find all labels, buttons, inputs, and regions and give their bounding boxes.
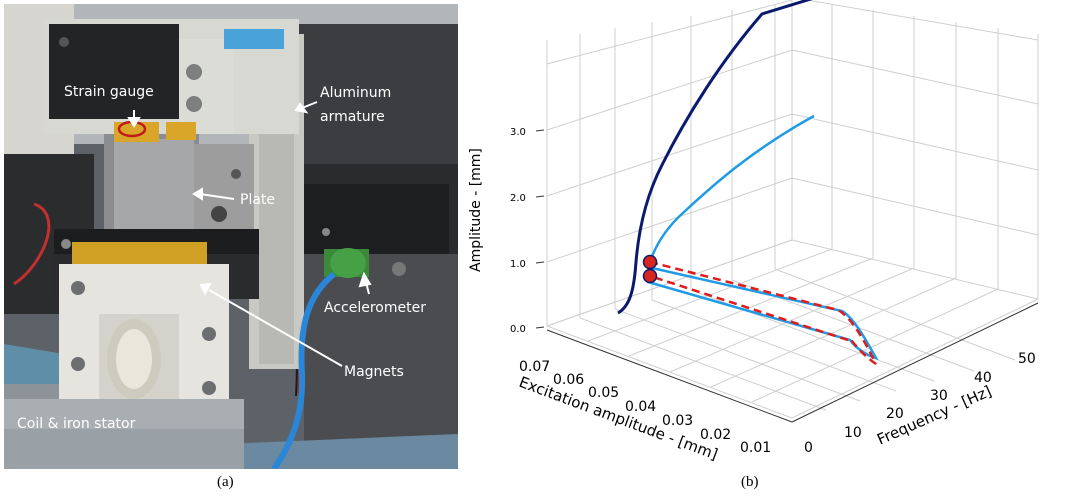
series-red-dashed [649,260,878,366]
z-tick-0: 0.0 [510,324,526,335]
z-tick-1: 1.0 [510,259,526,270]
label-accelerometer: Accelerometer [324,300,426,316]
y-tick-1: 0.06 [553,372,584,388]
series-backbone-dark [617,0,813,315]
y-tick-0: 0.07 [519,359,550,375]
label-coil-stator: Coil & iron stator [17,416,136,432]
experimental-setup-photo: Strain gauge Aluminum armature Plate Acc… [4,4,458,471]
x-axis-ticks: 0 10 20 30 40 50 [804,351,1036,456]
z-tick-2: 2.0 [510,193,526,204]
y-tick-5: 0.02 [700,427,731,443]
x-tick-1: 10 [844,425,862,441]
z-axis-label: Amplitude - [mm] [468,148,484,272]
marker-point-lower [642,268,658,284]
x-tick-2: 20 [886,406,904,422]
x-tick-4: 40 [974,370,992,386]
back-wall-left [547,0,792,326]
marker-point-upper [642,254,658,270]
blue-cable [271,271,336,471]
x-tick-0: 0 [804,440,813,456]
z-axis-ticks: 0.0 1.0 2.0 3.0 [510,127,526,335]
caption-b: (b) [741,474,759,490]
label-magnets: Magnets [344,364,404,380]
label-strain-gauge: Strain gauge [64,84,154,100]
y-tick-6: 0.01 [740,440,771,456]
y-axis-ticks: 0.07 0.06 0.05 0.04 0.03 0.02 0.01 [519,359,771,456]
caption-a: (a) [217,474,234,490]
z-axis-tick-marks [535,129,545,329]
z-tick-3: 3.0 [510,127,526,138]
frequency-response-3d-plot: 0.0 1.0 2.0 3.0 Amplitude - [mm] 0.07 0.… [462,0,1068,470]
x-tick-5: 50 [1018,351,1036,367]
series-light-branch [648,114,815,263]
label-aluminum-armature-line2: armature [320,109,385,125]
label-aluminum-armature-line1: Aluminum [320,85,391,101]
x-tick-3: 30 [930,388,948,404]
y-tick-3: 0.04 [625,399,656,415]
axis-edges [546,302,1039,423]
strain-gauge [114,122,159,142]
y-tick-2: 0.05 [588,385,619,401]
label-plate: Plate [240,192,275,208]
y-tick-4: 0.03 [662,413,693,429]
